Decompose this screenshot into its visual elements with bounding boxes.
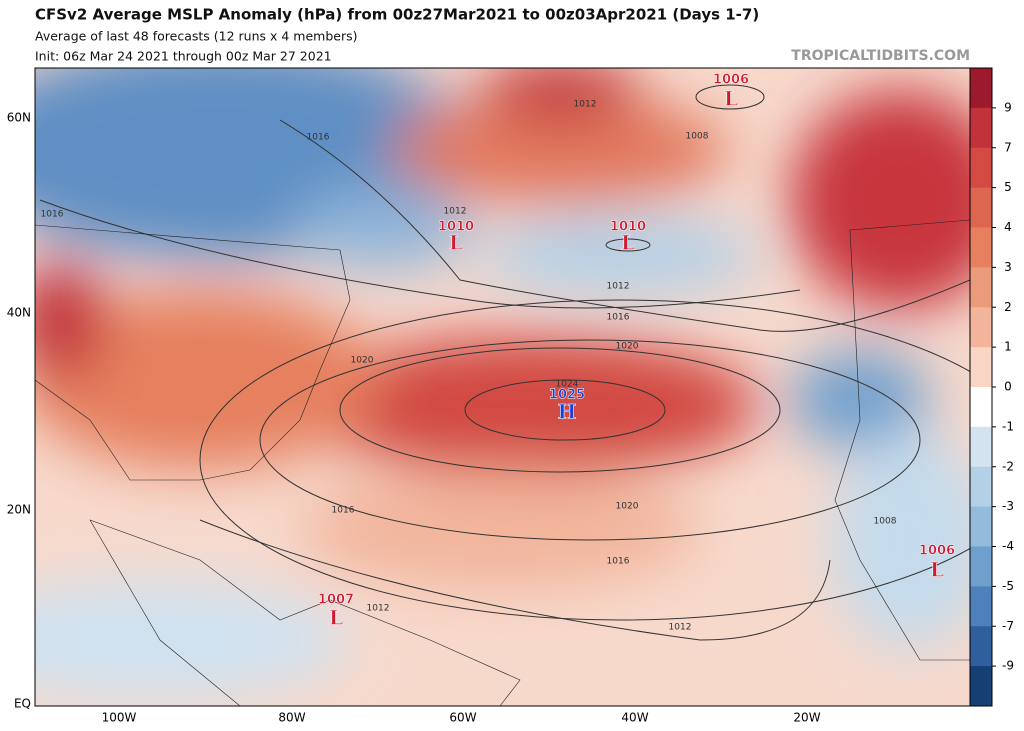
lon-label: 40W [621, 711, 648, 725]
colorbar-segment [970, 347, 992, 388]
isobar-label: 1016 [607, 557, 630, 567]
isobar-label: 1012 [444, 207, 467, 217]
isobar-label: 1012 [607, 282, 630, 292]
colorbar-label: 4 [1004, 220, 1012, 234]
colorbar-segment [970, 466, 992, 508]
center-value: 1025 [549, 388, 585, 403]
colorbar-label: -2 [1002, 459, 1014, 473]
center-value: 1006 [713, 73, 749, 88]
colorbar-label: -5 [1002, 579, 1014, 593]
colorbar-label: -1 [1002, 419, 1014, 433]
center-letter: H [558, 400, 577, 424]
colorbar-label: -9 [1002, 659, 1014, 673]
colorbar-label: -7 [1002, 619, 1014, 633]
colorbar-segment [970, 626, 992, 667]
colorbar-segment [970, 147, 992, 189]
colorbar-segment [970, 267, 992, 308]
isobar-label: 1016 [41, 210, 64, 220]
map [35, 68, 970, 706]
center-value: 1006 [919, 544, 955, 559]
center-letter: L [621, 231, 635, 255]
colorbar-segment [970, 506, 992, 547]
isobar-label: 1020 [351, 356, 374, 366]
colorbar-segment [970, 666, 992, 707]
colorbar-label: 3 [1004, 260, 1012, 274]
colorbar-label: 9 [1004, 100, 1012, 114]
isobar-label: 1012 [574, 100, 597, 110]
center-letter: L [329, 606, 343, 630]
isobar-label: 1016 [607, 313, 630, 323]
colorbar-segment [970, 227, 992, 268]
isobar-label: 1008 [686, 132, 709, 142]
isobar-label: 1016 [307, 133, 330, 143]
lat-label: 60N [7, 111, 31, 125]
lat-label: 40N [7, 306, 31, 320]
isobar-label: 1012 [367, 604, 390, 614]
colorbar-segment [970, 307, 992, 348]
isobar-label: 1020 [616, 502, 639, 512]
colorbar-label: 0 [1004, 380, 1012, 394]
colorbar-label: -3 [1002, 499, 1014, 513]
lon-label: 100W [102, 711, 137, 725]
watermark: TROPICALTIDBITS.COM [791, 48, 970, 64]
colorbar-label: 7 [1004, 140, 1012, 154]
lon-label: 60W [449, 711, 476, 725]
isobar-label: 1016 [332, 506, 355, 516]
land [35, 219, 970, 706]
lon-label: 80W [278, 711, 305, 725]
colorbar-segment [970, 586, 992, 627]
center-letter: L [724, 87, 738, 111]
colorbar-segment [970, 187, 992, 228]
colorbar-label: -4 [1002, 539, 1014, 553]
isobar-label: 1012 [669, 623, 692, 633]
center-value: 1010 [438, 220, 474, 235]
center-value: 1007 [318, 593, 354, 608]
init: Init: 06z Mar 24 2021 through 00z Mar 27… [35, 49, 332, 64]
colorbar-segment [970, 426, 992, 468]
colorbar-segment [970, 68, 992, 109]
lon-label: 20W [793, 711, 820, 725]
center-letter: L [449, 231, 463, 255]
lat-label: EQ [14, 697, 31, 711]
center-value: 1010 [610, 220, 646, 235]
colorbar-segment [970, 387, 992, 428]
lat-label: 20N [7, 503, 31, 517]
colorbar-label: 5 [1004, 180, 1012, 194]
isobar-label: 1008 [874, 517, 897, 527]
subtitle: Average of last 48 forecasts (12 runs x … [35, 29, 357, 44]
title: CFSv2 Average MSLP Anomaly (hPa) from 00… [35, 6, 759, 24]
center-letter: L [930, 558, 944, 582]
colorbar-label: 2 [1004, 300, 1012, 314]
isobar-label: 1024 [556, 380, 579, 390]
colorbar-label: 1 [1004, 340, 1012, 354]
isobar-label: 1020 [616, 342, 639, 352]
colorbar-segment [970, 107, 992, 149]
colorbar-segment [970, 546, 992, 587]
